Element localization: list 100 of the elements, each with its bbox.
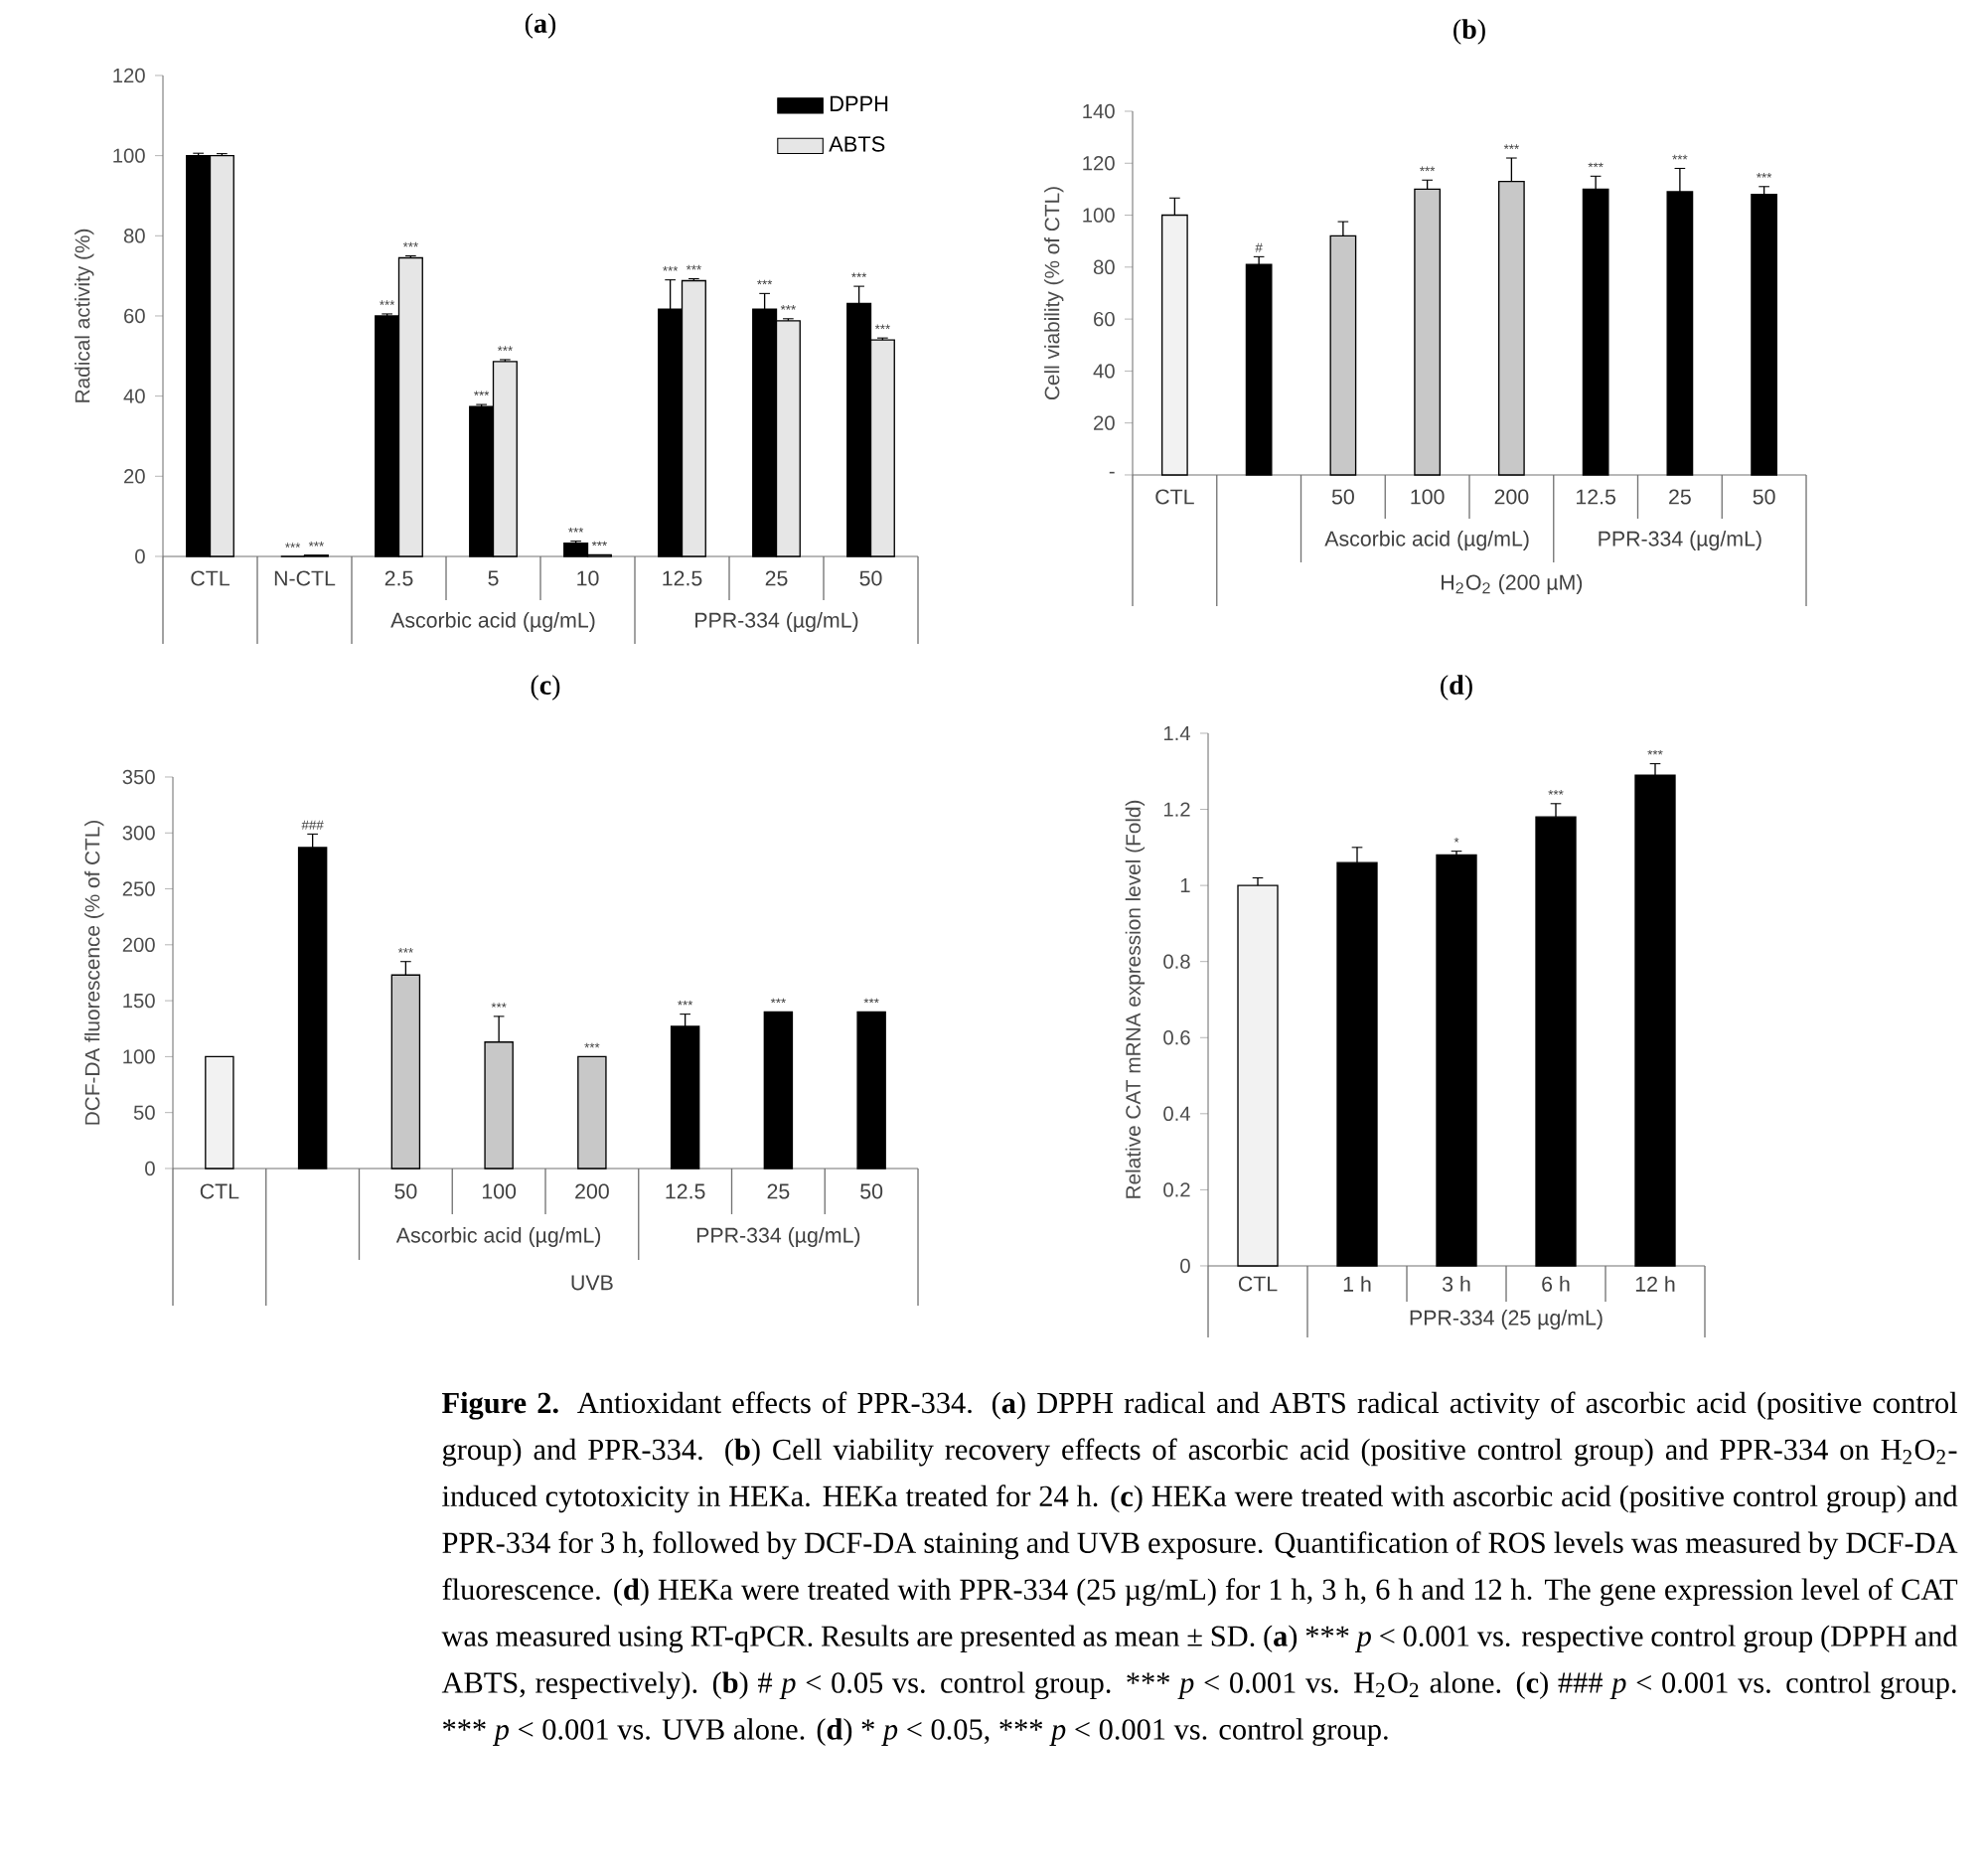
x-tick-label: 50 <box>859 570 882 586</box>
x-tick-label: CTL <box>191 570 229 586</box>
chart-title: (a) <box>525 13 556 39</box>
y-tick-label: 120 <box>113 68 145 83</box>
y-tick-label: 0 <box>145 1161 155 1176</box>
x-tick-label: 6 h <box>1542 1276 1570 1292</box>
y-tick-label: 80 <box>1093 259 1115 275</box>
text: fluorescence. (d) HEKa were treated with PPR-334 (25 µg/mL) for 1 h, 3 h, 6 h and 12 h. The gene expression level of CAT <box>442 1578 1958 1607</box>
x-tick-label: 100 <box>1411 489 1445 505</box>
y-tick-label: 50 <box>133 1105 155 1120</box>
y-tick-label: 40 <box>1093 364 1115 379</box>
text: p <box>1177 1678 1194 1699</box>
text: Ascorbic acid (µg/mL) <box>390 612 595 632</box>
y-tick-label: 200 <box>122 937 155 953</box>
x-tick-label: 12 h <box>1635 1276 1675 1292</box>
y-tick-label: 150 <box>123 993 155 1009</box>
y-tick-label: 60 <box>1094 311 1115 327</box>
y-tick-label: 0.8 <box>1163 954 1190 969</box>
text: p <box>1049 1725 1066 1746</box>
x-tick-label: 50 <box>1331 489 1354 505</box>
y-tick-label: 100 <box>123 1049 155 1064</box>
text: < 0.001 vs. respective control group (DPPH and <box>1380 1625 1958 1653</box>
x-tick-label: 12.5 <box>1577 489 1615 505</box>
y-tick-label: 60 <box>124 308 145 324</box>
x-tick-label: 25 <box>767 1183 790 1199</box>
y-tick-label: 1.2 <box>1163 802 1190 817</box>
x-tick-label: CTL <box>200 1183 239 1199</box>
x-tick-label: 50 <box>1753 489 1775 505</box>
x-tick-label: 12.5 <box>663 570 702 586</box>
legend-label: DPPH <box>830 95 888 111</box>
text: p <box>1354 1632 1371 1653</box>
text: < 0.001 vs. UVB alone. (d) <box>519 1718 852 1746</box>
text: PPR-334 (25 µg/mL) <box>1410 1310 1603 1329</box>
y-tick-label: 120 <box>1083 156 1115 171</box>
text: PPR-334 (µg/mL) <box>696 1227 860 1247</box>
text: * <box>861 1719 874 1731</box>
x-tick-label: 50 <box>394 1183 417 1199</box>
text: *** <box>1305 1626 1349 1638</box>
x-tick-label: 200 <box>575 1183 609 1199</box>
y-tick-label: 80 <box>123 229 145 243</box>
text: H$_{2}$O$_{2}$ (200 µM) <box>1442 574 1583 594</box>
text: PPR-334 for 3 h, followed by DCF-DA staining and UVB exposure. Quantification of ROS levels was measured by DCF-DA <box>442 1531 1958 1560</box>
text: induced cytotoxicity in HEKa. HEKa treated for 24 h. (c) HEKa were treated with ascorbic acid (positive control group) and <box>442 1485 1958 1513</box>
text: *** <box>1127 1672 1170 1684</box>
text: Ascorbic acid (µg/mL) <box>1324 531 1529 550</box>
y-axis-title: Radical activity (%) <box>75 229 94 402</box>
chart-title: (d) <box>1441 675 1472 701</box>
x-tick-label: CTL <box>1155 489 1194 505</box>
text: PPR-334 (µg/mL) <box>695 612 858 632</box>
x-tick-label: 25 <box>1669 489 1691 505</box>
x-tick-label: CTL <box>1238 1276 1278 1292</box>
text: Ascorbic acid (µg/mL) <box>395 1227 601 1247</box>
x-tick-label: 12.5 <box>666 1183 705 1199</box>
y-axis-title: Cell viability (% of CTL) <box>1044 187 1064 399</box>
legend-label: ABTS <box>829 136 885 152</box>
text: ABTS, respectively). (b) # <box>441 1671 773 1700</box>
y-axis-title: Relative CAT mRNA expression level (Fold) <box>1125 800 1146 1198</box>
y-tick-label: 0.6 <box>1163 1030 1190 1045</box>
x-tick-label: 2.5 <box>384 570 413 586</box>
y-tick-label: 300 <box>122 826 155 841</box>
x-tick-label: 3 h <box>1442 1276 1470 1292</box>
y-tick-label: 140 <box>1083 103 1115 119</box>
text: p <box>779 1678 796 1699</box>
text: < 0.001 vs. control group. <box>1075 1718 1388 1746</box>
y-tick-label: 250 <box>122 881 155 896</box>
y-tick-label: 40 <box>123 389 145 403</box>
chart-title: (c) <box>531 675 560 701</box>
text: group) and PPR-334. (b) Cell viability recovery effects of ascorbic acid (positive control group) and PPR-334 on H$_{2}$O$_{2}$- <box>442 1438 1957 1467</box>
text: p <box>492 1725 509 1746</box>
text: p <box>881 1725 898 1746</box>
y-axis-title: DCF-DA fluorescence (% of CTL) <box>84 820 104 1125</box>
x-tick-label: 25 <box>765 570 788 586</box>
y-tick-label: 0 <box>135 548 145 564</box>
y-tick-label: 20 <box>1094 415 1115 430</box>
y-tick-label: 350 <box>122 769 155 785</box>
text: < 0.001 vs. H$_{2}$O$_{2}$ alone. (c) ### <box>1204 1671 1603 1699</box>
text: < 0.05, <box>907 1719 990 1745</box>
x-tick-label: 5 <box>488 570 499 586</box>
y-tick-label: 100 <box>113 148 145 163</box>
x-tick-label: 1 h <box>1343 1276 1371 1292</box>
x-tick-label: 200 <box>1494 489 1529 505</box>
x-tick-label: 100 <box>482 1183 517 1199</box>
y-tick-label: 0.2 <box>1163 1182 1190 1197</box>
y-tick-label: - <box>1109 471 1115 474</box>
text: UVB <box>571 1275 613 1291</box>
text: *** <box>443 1719 486 1731</box>
y-tick-label: 1.4 <box>1163 725 1191 740</box>
x-tick-label: 50 <box>860 1183 883 1199</box>
text: *** <box>999 1719 1043 1731</box>
text: < 0.05 vs. control group. <box>806 1671 1111 1700</box>
y-tick-label: 20 <box>124 469 145 484</box>
text: Figure 2. Antioxidant effects of PPR-334. (a) DPPH radical and ABTS radical activity of ascorbic acid (positive control <box>442 1391 1957 1420</box>
y-tick-label: 100 <box>1083 208 1115 223</box>
y-tick-label: 0 <box>1180 1258 1190 1274</box>
x-tick-label: N-CTL <box>274 570 336 586</box>
x-tick-label: 10 <box>577 570 599 586</box>
text: PPR-334 (µg/mL) <box>1599 531 1761 550</box>
text: p <box>1609 1678 1626 1699</box>
y-tick-label: 0.4 <box>1163 1106 1191 1122</box>
y-tick-label: 1 <box>1180 878 1190 893</box>
